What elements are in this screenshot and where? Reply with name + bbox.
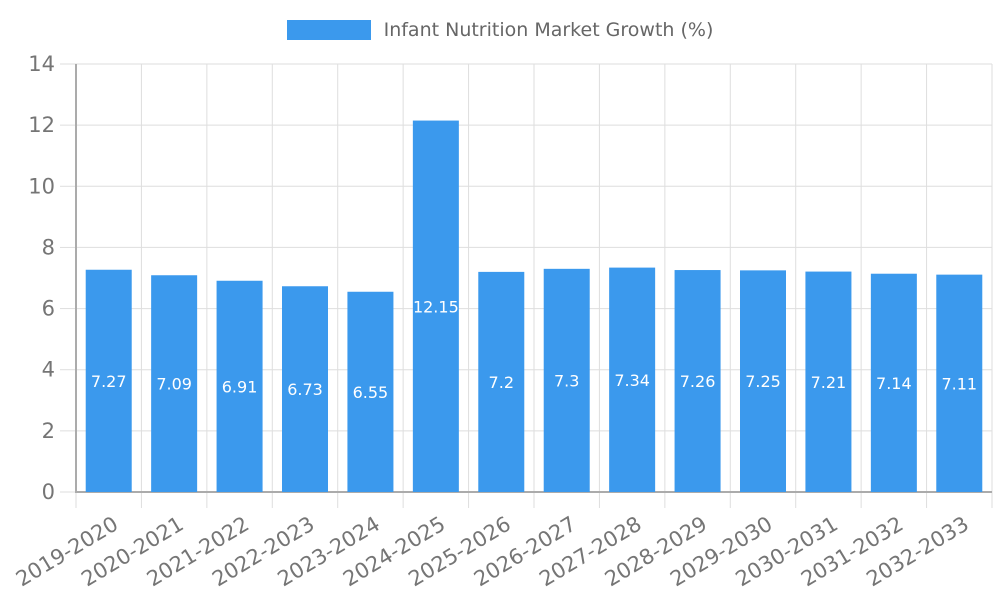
- bar-2032-2033[interactable]: [936, 274, 983, 492]
- bar-2025-2026[interactable]: [478, 271, 525, 492]
- bar-value-label: 7.21: [811, 373, 847, 392]
- bar-value-label: 7.09: [156, 375, 192, 394]
- bar-2028-2029[interactable]: [674, 270, 721, 492]
- bar-2021-2022[interactable]: [216, 280, 263, 492]
- bar-2029-2030[interactable]: [740, 270, 786, 492]
- legend-label: Infant Nutrition Market Growth (%): [383, 19, 714, 41]
- y-tick-label: 12: [28, 113, 55, 137]
- bar-value-label: 7.27: [91, 372, 127, 391]
- y-tick-label: 6: [42, 297, 55, 321]
- bar-value-label: 7.2: [489, 373, 514, 392]
- bar-value-label: 6.91: [222, 377, 258, 396]
- y-tick-label: 4: [42, 358, 55, 382]
- bar-2026-2027[interactable]: [543, 268, 590, 492]
- y-tick-label: 10: [28, 174, 55, 198]
- legend[interactable]: Infant Nutrition Market Growth (%): [0, 19, 1000, 41]
- bar-value-label: 12.15: [413, 297, 459, 316]
- y-tick-label: 2: [42, 419, 55, 443]
- bar-value-label: 6.55: [353, 383, 389, 402]
- bar-2020-2021[interactable]: [151, 275, 198, 492]
- y-tick-label: 8: [42, 235, 55, 259]
- bar-value-label: 6.73: [287, 380, 323, 399]
- bar-2019-2020[interactable]: [85, 269, 132, 492]
- bar-2024-2025[interactable]: [412, 120, 459, 493]
- y-tick-label: 0: [42, 480, 55, 504]
- bar-2023-2024[interactable]: [347, 291, 394, 492]
- bar-2030-2031[interactable]: [805, 271, 852, 492]
- y-tick-label: 14: [28, 52, 55, 76]
- bar-value-label: 7.25: [745, 372, 781, 391]
- bar-value-label: 7.3: [554, 371, 579, 390]
- bar-value-label: 7.14: [876, 374, 912, 393]
- bar-2031-2032[interactable]: [870, 273, 917, 492]
- bar-value-label: 7.11: [941, 374, 977, 393]
- bar-2022-2023[interactable]: [282, 286, 328, 492]
- bar-value-label: 7.34: [614, 371, 650, 390]
- bar-2027-2028[interactable]: [609, 267, 656, 492]
- bar-value-label: 7.26: [680, 372, 716, 391]
- legend-swatch: [286, 20, 371, 40]
